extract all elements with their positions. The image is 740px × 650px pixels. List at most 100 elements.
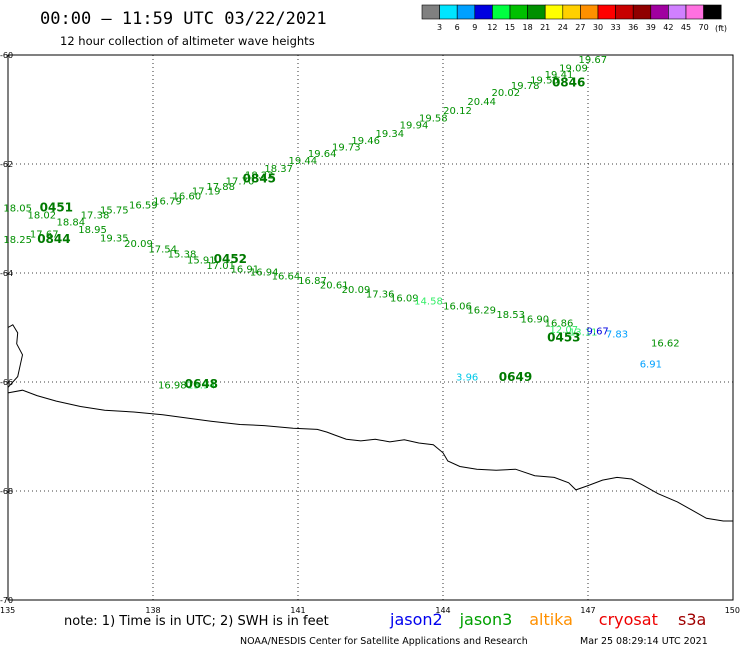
swh-value: 7.83 [606,329,628,340]
legend-swatch [456,4,476,20]
pass-time-label: 0846 [552,76,585,90]
swh-value: 17.36 [366,290,395,301]
swh-value: 15.91 [187,256,216,267]
swh-value: 19.94 [400,121,429,132]
legend-swatch [492,4,511,20]
legend-swatch [509,4,528,20]
swh-value: 13.94 [187,381,216,392]
legend-label: 70 [699,23,709,32]
pass-time-label: 0648 [185,377,218,391]
legend-swatch [615,4,634,20]
legend-label: 45 [681,23,691,32]
swh-value: 16.86 [545,318,574,329]
footer-timestamp: Mar 25 08:29:14 UTC 2021 [580,636,708,647]
legend-swatch [668,4,687,20]
swh-value: 18.25 [3,235,32,246]
swh-value: 12.07 [550,325,579,336]
swh-value: 20.02 [492,88,521,99]
legend-label: 12 [487,23,497,32]
swh-color-legend: 3 6 9 12 15 18 21 24 27 30 33 36 39 42 45 70 [421,4,722,32]
legend-swatch [562,4,581,20]
satellite-name: s3a [678,610,706,629]
swh-value: 18.84 [57,218,86,229]
antarctic-coastline [7,324,733,522]
swh-value: 17.88 [206,182,235,193]
swh-value: 17.54 [148,244,177,255]
swh-value: 18.22 [245,171,274,182]
coastline-segment [7,389,733,522]
legend-label: 36 [628,23,638,32]
pass-time-label: 0649 [499,370,532,384]
legend-label: 24 [558,23,568,32]
swh-value: 19.09 [559,63,588,74]
swh-value: 19.34 [376,129,405,140]
swh-value: 17.19 [192,187,221,198]
swh-value: 20.61 [320,280,349,291]
legend-label: 27 [575,23,585,32]
swh-value: 13.11 [569,328,598,339]
swh-value: 16.91 [231,264,260,275]
swh-value: 17.01 [206,261,235,272]
swh-value: 20.09 [124,239,153,250]
satellite-name: cryosat [599,610,658,629]
legend-label: 15 [505,23,515,32]
legend-unit: (ft) [715,24,727,33]
legend-label: 30 [593,23,603,32]
latitude-tick-label: -64 [0,269,13,278]
pass-time-labels: 0846 0845 0451 0844 0452 0453 0648 0649 [37,76,585,391]
swh-value: 16.59 [129,201,158,212]
axis-tick-labels: 135 138 141 144 147 150 -60 -62 -64 -66 -68 -70 [0,51,740,615]
longitude-tick-label: 144 [435,606,450,615]
legend-swatch [703,4,722,20]
legend-label: 42 [663,23,673,32]
swh-value: 19.46 [351,136,380,147]
longitude-tick-label: 147 [580,606,595,615]
swh-value: 16.90 [521,315,550,326]
legend-label: 18 [523,23,533,32]
swh-value: 18.02 [28,211,57,222]
swh-value: 19.58 [419,113,448,124]
map-grid [8,55,733,600]
swh-value: 19.67 [579,55,608,66]
legend-label: 6 [455,23,460,32]
footer-credit: NOAA/NESDIS Center for Satellite Applica… [240,636,528,647]
swh-value: 15.75 [100,206,129,217]
swh-value: 16.64 [272,272,301,283]
swh-value: 16.87 [298,276,327,287]
swh-value: 9.67 [587,327,609,338]
swh-value: 19.55 [530,75,559,86]
swh-value: 18.05 [3,203,32,214]
legend-swatch [580,4,599,20]
coastline-segment [7,324,24,388]
legend-swatch [439,4,458,20]
legend-label: 39 [646,23,656,32]
legend-swatch [421,4,440,20]
swh-value: 16.94 [250,268,279,279]
swh-value: 20.09 [342,285,371,296]
legend-swatch [474,4,493,20]
swh-value: 16.79 [153,196,182,207]
swh-value: 16.06 [443,302,472,313]
latitude-tick-label: -60 [0,51,13,60]
swh-value: 19.44 [289,156,318,167]
swh-value: 20.44 [467,97,496,108]
legend-label: 33 [611,23,621,32]
latitude-tick-label: -68 [0,487,13,496]
swh-values: 19.6719.0919.4119.5519.7820.0220.4420.12… [3,55,679,391]
pass-time-label: 0452 [214,252,247,266]
swh-value: 16.60 [173,191,202,202]
swh-value: 17.70 [226,177,255,188]
swh-value: 17.38 [81,211,110,222]
latitude-tick-label: -70 [0,596,13,605]
swh-value: 18.53 [496,310,525,321]
satellite-name: jason2 [389,610,443,629]
legend-swatch [685,4,704,20]
map-frame: 19.6719.0919.4119.5519.7820.0220.4420.12… [3,54,734,601]
swh-value: 6.91 [640,359,662,370]
map-subtitle: 12 hour collection of altimeter wave hei… [60,34,315,48]
swh-value: 19.73 [332,142,361,153]
longitude-tick-label: 138 [145,606,160,615]
longitude-tick-label: 135 [0,606,15,615]
